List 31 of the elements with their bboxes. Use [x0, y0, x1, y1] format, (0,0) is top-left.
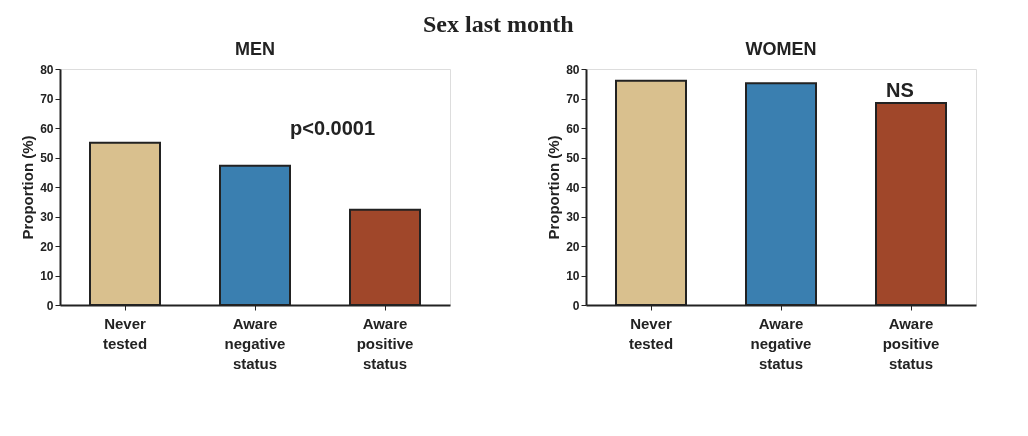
y-tick-label: 20	[40, 239, 54, 254]
y-axis-title: Proportion (%)	[19, 135, 37, 240]
y-tick-label: 60	[40, 121, 54, 136]
y-tick-label: 0	[572, 298, 580, 313]
y-tick-label: 70	[40, 92, 54, 106]
x-tick-label: Aware positive status	[356, 314, 414, 372]
x-tick-label: Never tested	[102, 314, 148, 352]
y-tick-label: 70	[566, 92, 580, 106]
y-tick-label: 80	[40, 62, 54, 77]
y-tick-label: 10	[40, 269, 54, 283]
y-tick-label: 50	[566, 151, 580, 165]
y-tick-label: 30	[566, 210, 580, 224]
x-tick-label: Aware negative status	[224, 314, 286, 372]
x-tick-label: Aware positive status	[882, 314, 940, 372]
y-tick-label: 40	[40, 180, 54, 195]
y-tick-label: 50	[40, 151, 54, 165]
y-axis-title: Proportion (%)	[545, 135, 563, 240]
chart-title: WOMEN	[745, 39, 817, 59]
annotation: NS	[886, 79, 914, 101]
y-tick-label: 30	[40, 210, 54, 224]
x-tick-label: Aware negative status	[750, 314, 812, 372]
y-tick-label: 40	[566, 180, 580, 195]
text: Sex last month	[422, 10, 574, 37]
y-tick-label: 20	[566, 239, 580, 254]
y-tick-label: 80	[566, 62, 580, 77]
y-tick-label: 60	[566, 121, 580, 136]
annotation: p<0.0001	[290, 117, 376, 139]
chart-title: MEN	[235, 39, 275, 59]
x-tick-label: Never tested	[628, 314, 674, 352]
y-tick-label: 10	[566, 269, 580, 283]
y-tick-label: 0	[46, 298, 54, 313]
